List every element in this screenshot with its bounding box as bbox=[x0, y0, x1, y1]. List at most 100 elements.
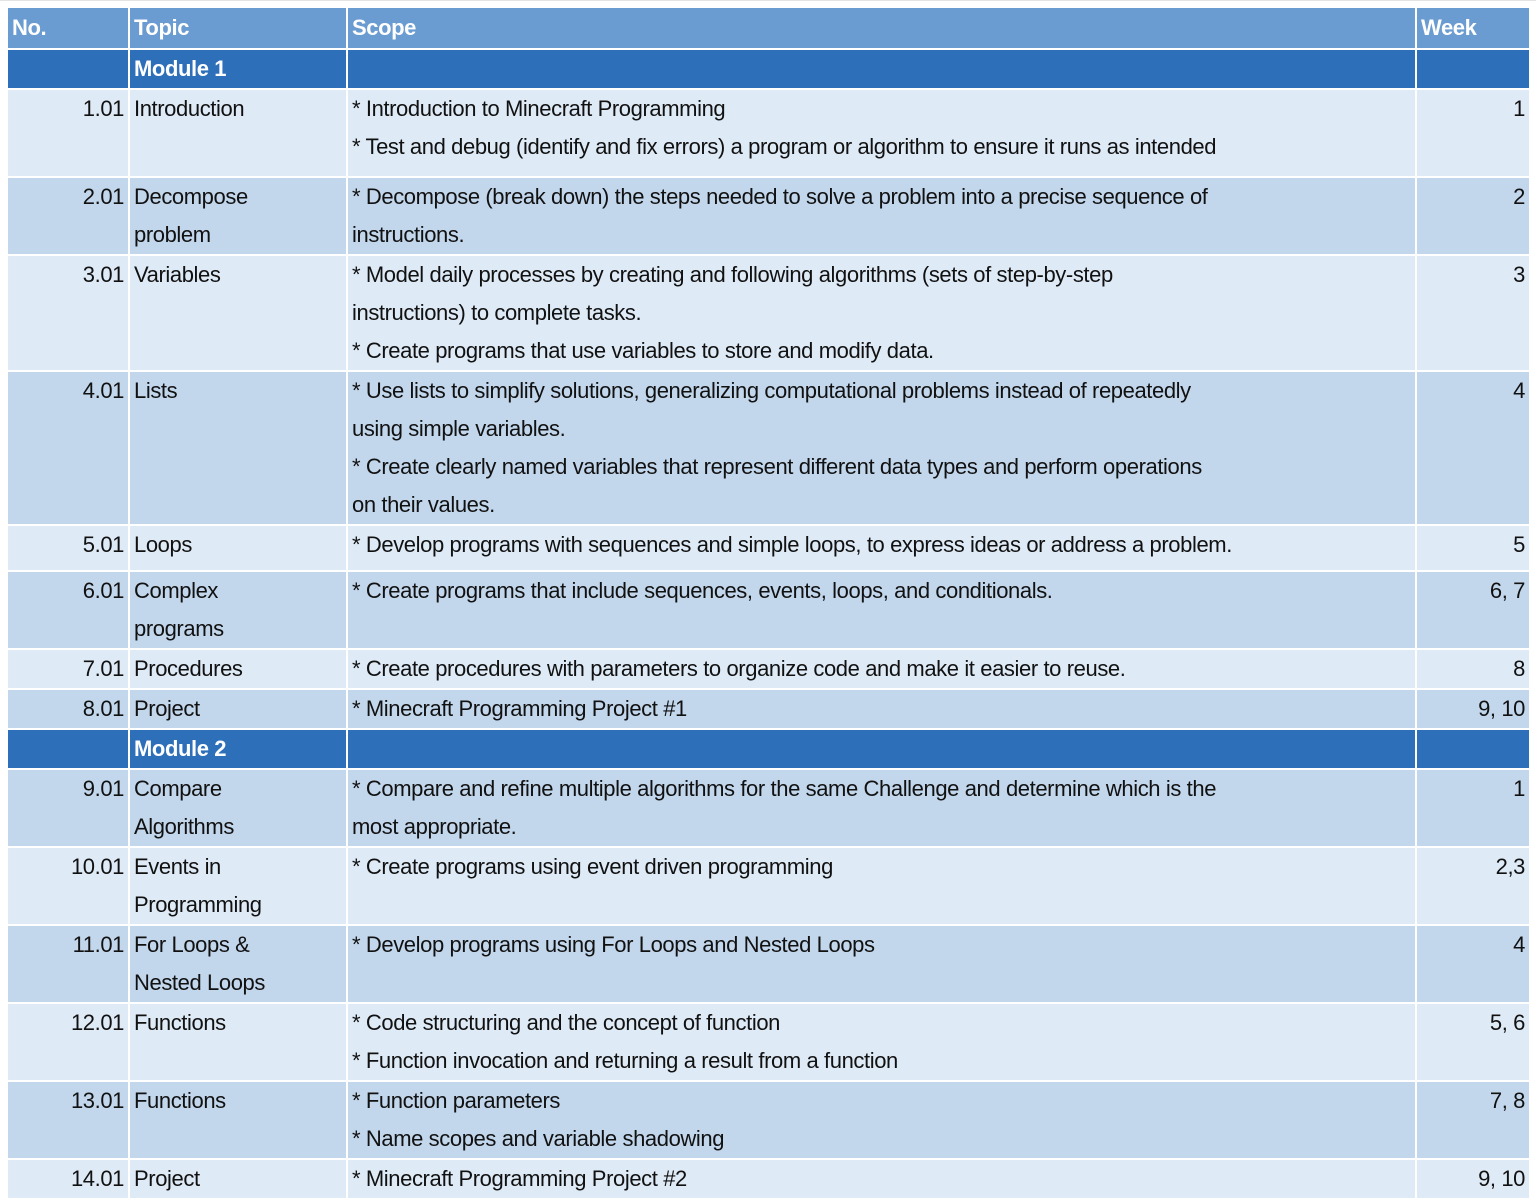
no-cell[interactable]: 7.01 bbox=[8, 650, 128, 688]
topic-cell-line: programs bbox=[134, 616, 224, 641]
week-cell[interactable]: 5 bbox=[1417, 526, 1529, 570]
scope-cell[interactable]: * Minecraft Programming Project #1 bbox=[348, 690, 1415, 728]
scope-cell[interactable]: * Develop programs using For Loops and N… bbox=[348, 926, 1415, 1002]
topic-cell[interactable]: Variables bbox=[130, 256, 346, 370]
week-cell[interactable]: 7, 8 bbox=[1417, 1082, 1529, 1158]
topic-cell-line: Complex bbox=[134, 578, 219, 603]
scope-cell-line: * Test and debug (identify and fix error… bbox=[352, 134, 1217, 159]
topic-cell-line: problem bbox=[134, 222, 211, 247]
week-cell[interactable]: 8 bbox=[1417, 650, 1529, 688]
scope-cell[interactable]: * Create procedures with parameters to o… bbox=[348, 650, 1415, 688]
scope-cell-line: * Compare and refine multiple algorithms… bbox=[352, 776, 1217, 801]
no-cell[interactable]: 8.01 bbox=[8, 690, 128, 728]
week-cell[interactable]: 9, 10 bbox=[1417, 1160, 1529, 1198]
topic-cell-line: Loops bbox=[134, 532, 192, 557]
table-row: 13.01 Functions * Function parameters * Nam… bbox=[8, 1082, 1529, 1158]
topic-cell-line: Project bbox=[134, 1166, 200, 1191]
week-cell[interactable]: 4 bbox=[1417, 926, 1529, 1002]
topic-cell[interactable]: Complex programs bbox=[130, 572, 346, 648]
table-row: 14.01 Project * Minecraft Programming Proj… bbox=[8, 1160, 1529, 1198]
week-cell[interactable] bbox=[1417, 730, 1529, 768]
header-week: Week bbox=[1417, 8, 1529, 48]
no-cell[interactable]: 3.01 bbox=[8, 256, 128, 370]
table-row: 10.01 Events in Programming * Create progra… bbox=[8, 848, 1529, 924]
scope-cell[interactable]: * Introduction to Minecraft Programming *… bbox=[348, 90, 1415, 176]
topic-cell-line: Functions bbox=[134, 1010, 226, 1035]
no-cell[interactable]: 2.01 bbox=[8, 178, 128, 254]
scope-cell-line: * Name scopes and variable shadowing bbox=[352, 1126, 725, 1151]
no-cell[interactable]: 9.01 bbox=[8, 770, 128, 846]
topic-cell[interactable]: Functions bbox=[130, 1004, 346, 1080]
week-cell[interactable] bbox=[1417, 50, 1529, 88]
header-scope: Scope bbox=[348, 8, 1415, 48]
topic-cell-line: Events in bbox=[134, 854, 221, 879]
week-cell[interactable]: 5, 6 bbox=[1417, 1004, 1529, 1080]
no-cell[interactable]: 13.01 bbox=[8, 1082, 128, 1158]
topic-cell[interactable]: Events in Programming bbox=[130, 848, 346, 924]
no-cell[interactable]: 14.01 bbox=[8, 1160, 128, 1198]
no-cell[interactable]: 6.01 bbox=[8, 572, 128, 648]
scope-cell[interactable]: * Minecraft Programming Project #2 bbox=[348, 1160, 1415, 1198]
module-title-cell[interactable]: Module 1 bbox=[130, 50, 346, 88]
no-cell[interactable]: 4.01 bbox=[8, 372, 128, 524]
table-row: 5.01 Loops * Develop programs with sequenc… bbox=[8, 526, 1529, 570]
table-row: 9.01 Compare Algorithms * Compare and refin… bbox=[8, 770, 1529, 846]
topic-cell[interactable]: Decompose problem bbox=[130, 178, 346, 254]
scope-cell-line: most appropriate. bbox=[352, 814, 517, 839]
week-cell[interactable]: 6, 7 bbox=[1417, 572, 1529, 648]
week-cell[interactable]: 1 bbox=[1417, 90, 1529, 176]
week-cell[interactable]: 9, 10 bbox=[1417, 690, 1529, 728]
header-row: No. Topic Scope Week bbox=[8, 8, 1529, 48]
week-cell[interactable]: 1 bbox=[1417, 770, 1529, 846]
topic-cell[interactable]: Project bbox=[130, 690, 346, 728]
table-row: 3.01 Variables * Model daily processes by … bbox=[8, 256, 1529, 370]
scope-cell-line: * Function parameters bbox=[352, 1088, 561, 1113]
module-row: Module 2 bbox=[8, 730, 1529, 768]
scope-cell[interactable] bbox=[348, 730, 1415, 768]
scope-cell[interactable]: * Model daily processes by creating and … bbox=[348, 256, 1415, 370]
scope-cell[interactable]: * Use lists to simplify solutions, gener… bbox=[348, 372, 1415, 524]
no-cell[interactable] bbox=[8, 50, 128, 88]
scope-cell[interactable]: * Code structuring and the concept of fu… bbox=[348, 1004, 1415, 1080]
topic-cell-line: Introduction bbox=[134, 96, 245, 121]
topic-cell[interactable]: Lists bbox=[130, 372, 346, 524]
scope-cell-line: * Create programs using event driven pro… bbox=[352, 854, 833, 879]
scope-cell[interactable]: * Compare and refine multiple algorithms… bbox=[348, 770, 1415, 846]
no-cell[interactable]: 10.01 bbox=[8, 848, 128, 924]
scope-cell[interactable]: * Develop programs with sequences and si… bbox=[348, 526, 1415, 570]
week-cell[interactable]: 2,3 bbox=[1417, 848, 1529, 924]
no-cell[interactable]: 12.01 bbox=[8, 1004, 128, 1080]
scope-cell-line: instructions. bbox=[352, 222, 465, 247]
scope-cell[interactable]: * Function parameters * Name scopes and v… bbox=[348, 1082, 1415, 1158]
topic-cell[interactable]: Loops bbox=[130, 526, 346, 570]
topic-cell[interactable]: Procedures bbox=[130, 650, 346, 688]
topic-cell[interactable]: Introduction bbox=[130, 90, 346, 176]
table-row: 7.01 Procedures * Create procedures with p… bbox=[8, 650, 1529, 688]
scope-cell[interactable]: * Create programs using event driven pro… bbox=[348, 848, 1415, 924]
topic-cell-line: Variables bbox=[134, 262, 221, 287]
scope-cell-line: using simple variables. bbox=[352, 416, 566, 441]
topic-cell-line: Compare bbox=[134, 776, 222, 801]
table-row: 1.01 Introduction * Introduction to Minecr… bbox=[8, 90, 1529, 176]
week-cell[interactable]: 2 bbox=[1417, 178, 1529, 254]
no-cell[interactable]: 1.01 bbox=[8, 90, 128, 176]
scope-cell[interactable]: * Create programs that include sequences… bbox=[348, 572, 1415, 648]
topic-cell[interactable]: For Loops & Nested Loops bbox=[130, 926, 346, 1002]
topic-cell[interactable]: Project bbox=[130, 1160, 346, 1198]
week-cell[interactable]: 3 bbox=[1417, 256, 1529, 370]
no-cell[interactable]: 5.01 bbox=[8, 526, 128, 570]
week-cell[interactable]: 4 bbox=[1417, 372, 1529, 524]
topic-cell[interactable]: Compare Algorithms bbox=[130, 770, 346, 846]
no-cell[interactable] bbox=[8, 730, 128, 768]
scope-cell[interactable] bbox=[348, 50, 1415, 88]
topic-cell[interactable]: Functions bbox=[130, 1082, 346, 1158]
topic-cell-line: Procedures bbox=[134, 656, 243, 681]
scope-cell-line: * Use lists to simplify solutions, gener… bbox=[352, 378, 1191, 403]
module-title-cell[interactable]: Module 2 bbox=[130, 730, 346, 768]
scope-cell-line: instructions) to complete tasks. bbox=[352, 300, 642, 325]
scope-cell[interactable]: * Decompose (break down) the steps neede… bbox=[348, 178, 1415, 254]
module-title-cell-line: Module 1 bbox=[134, 56, 227, 81]
topic-cell-line: Programming bbox=[134, 892, 262, 917]
no-cell[interactable]: 11.01 bbox=[8, 926, 128, 1002]
table-row: 2.01 Decompose problem * Decompose (break d… bbox=[8, 178, 1529, 254]
